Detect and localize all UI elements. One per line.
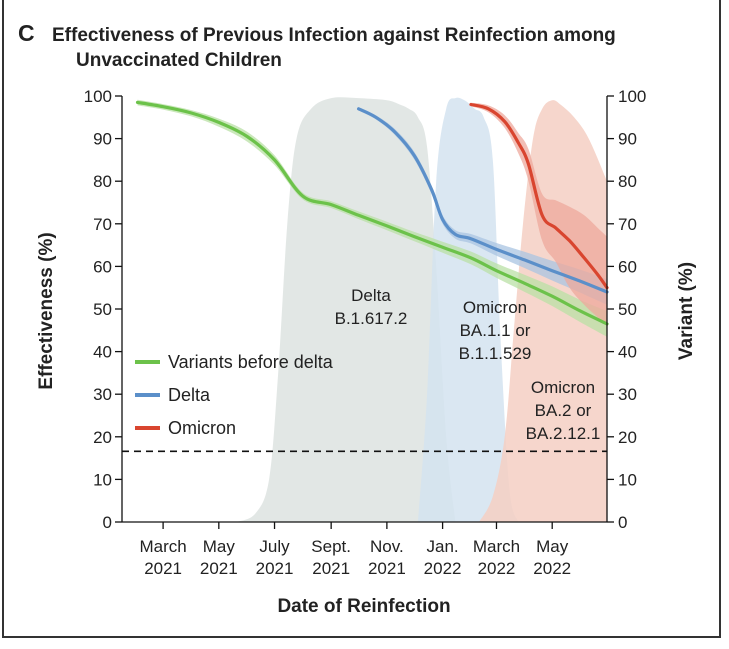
y-tick-label-left: 10 xyxy=(93,470,112,489)
variant-areas xyxy=(236,97,607,523)
ci-band-1 xyxy=(137,99,607,337)
legend-label-1: Variants before delta xyxy=(168,352,334,372)
x-tick-label-month: Jan. xyxy=(427,537,459,556)
y-tick-label-left: 40 xyxy=(93,343,112,362)
x-tick-label-month: May xyxy=(536,537,569,556)
legend: Variants before delta Delta Omicron xyxy=(135,352,334,438)
y-tick-label-left: 70 xyxy=(93,215,112,234)
x-axis-label: Date of Reinfection xyxy=(277,596,450,617)
series-lines xyxy=(135,100,609,326)
series-line-2 xyxy=(357,107,609,294)
x-tick-label-month: March xyxy=(473,537,520,556)
variant-label-3: BA.2 or xyxy=(535,401,592,420)
variant-labels: Delta B.1.617.2 Omicron BA.1.1 or B.1.1.529 O… xyxy=(335,286,601,443)
y-tick-label-left: 30 xyxy=(93,385,112,404)
legend-label-3: Omicron xyxy=(168,418,236,438)
x-tick-label-month: July xyxy=(259,537,290,556)
confidence-bands xyxy=(137,99,607,337)
y-tick-label-right: 40 xyxy=(618,343,637,362)
x-tick-label-month: Sept. xyxy=(311,537,351,556)
y-tick-label-right: 70 xyxy=(618,215,637,234)
variant-label-2: Omicron xyxy=(463,298,527,317)
x-tick-label-year: 2021 xyxy=(312,559,350,578)
x-tick-label-year: 2021 xyxy=(368,559,406,578)
variant-area-1 xyxy=(236,97,456,522)
y-tick-label-right: 80 xyxy=(618,172,637,191)
ci-band-3 xyxy=(470,102,607,326)
series-line-1 xyxy=(135,100,609,326)
y-tick-label-right: 20 xyxy=(618,428,637,447)
y-tick-label-left: 100 xyxy=(84,87,112,106)
y-tick-label-right: 0 xyxy=(618,513,627,532)
y-tick-label-right: 10 xyxy=(618,470,637,489)
y-axis-label: Effectiveness (%) xyxy=(36,232,57,389)
variant-area-2 xyxy=(417,97,519,522)
axes: 0 0 10 10 20 20 30 30 40 40 50 50 60 60 70 70 80 80 90 90 10… xyxy=(84,87,647,578)
y-tick-label-left: 60 xyxy=(93,257,112,276)
panel-label: C xyxy=(18,20,35,46)
y-tick-label-left: 0 xyxy=(103,513,112,532)
x-tick-label-year: 2022 xyxy=(424,559,462,578)
chart-title-line2: Unvaccinated Children xyxy=(76,50,282,71)
chart-title: Effectiveness of Previous Infection agai… xyxy=(52,25,616,46)
x-tick-label-month: Nov. xyxy=(370,537,404,556)
x-tick-label-year: 2021 xyxy=(200,559,238,578)
y-tick-label-right: 60 xyxy=(618,257,637,276)
x-tick-label-year: 2021 xyxy=(256,559,294,578)
x-tick-label-year: 2022 xyxy=(533,559,571,578)
y-tick-label-right: 50 xyxy=(618,300,637,319)
variant-label-1: Delta xyxy=(351,286,391,305)
variant-label-2: BA.1.1 or xyxy=(460,321,531,340)
variant-label-3: BA.2.12.1 xyxy=(526,424,601,443)
y-tick-label-right: 100 xyxy=(618,87,646,106)
panel-border xyxy=(2,0,721,638)
x-tick-label-month: March xyxy=(139,537,186,556)
y-tick-label-right: 30 xyxy=(618,385,637,404)
variant-label-1: B.1.617.2 xyxy=(335,309,408,328)
y-tick-label-left: 90 xyxy=(93,130,112,149)
y-tick-label-right: 90 xyxy=(618,130,637,149)
series-line-3 xyxy=(469,102,609,290)
y-tick-label-left: 20 xyxy=(93,428,112,447)
x-tick-label-year: 2022 xyxy=(478,559,516,578)
y-tick-label-left: 50 xyxy=(93,300,112,319)
variant-label-2: B.1.1.529 xyxy=(459,344,532,363)
x-tick-label-year: 2021 xyxy=(144,559,182,578)
x-tick-label-month: May xyxy=(203,537,236,556)
variant-label-3: Omicron xyxy=(531,378,595,397)
variant-area-3 xyxy=(479,100,607,523)
legend-label-2: Delta xyxy=(168,385,211,405)
y2-axis-label: Variant (%) xyxy=(676,262,697,360)
y-tick-label-left: 80 xyxy=(93,172,112,191)
